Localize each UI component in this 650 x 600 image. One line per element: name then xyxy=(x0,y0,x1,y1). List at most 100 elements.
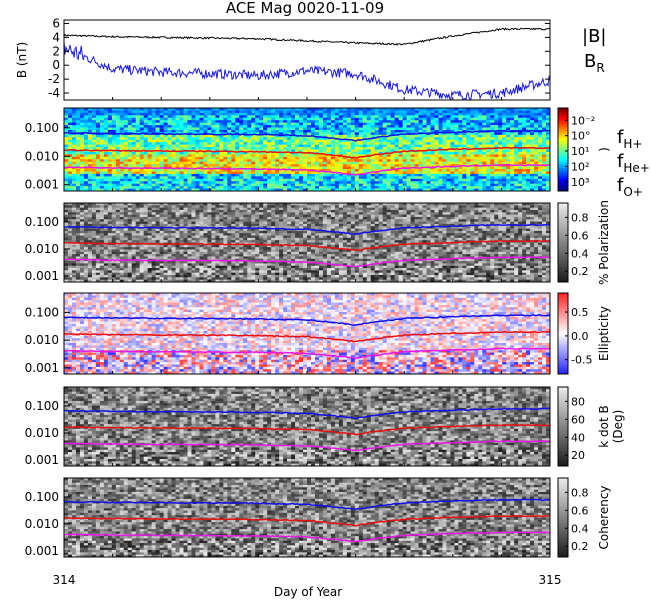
spectrogram-cell xyxy=(88,128,92,131)
spectrogram-cell xyxy=(104,215,108,218)
spectrogram-cell xyxy=(255,179,259,182)
spectrogram-cell xyxy=(319,154,323,157)
spectrogram-cell xyxy=(331,164,335,167)
spectrogram-cell xyxy=(180,181,184,184)
spectrogram-cell xyxy=(299,205,303,208)
spectrogram-cell xyxy=(450,145,454,148)
spectrogram-cell xyxy=(140,169,144,172)
spectrogram-cell xyxy=(371,142,375,145)
spectrogram-cell xyxy=(375,132,379,135)
spectrogram-cell xyxy=(120,147,124,150)
spectrogram-cell xyxy=(399,154,403,157)
spectrogram-cell xyxy=(399,174,403,177)
spectrogram-cell xyxy=(458,157,462,160)
spectrogram-cell xyxy=(530,135,534,138)
spectrogram-cell xyxy=(434,210,438,213)
spectrogram-cell xyxy=(64,135,68,138)
spectrogram-cell xyxy=(124,137,128,140)
spectrogram-cell xyxy=(419,169,423,172)
spectrogram-cell xyxy=(423,142,427,145)
spectrogram-cell xyxy=(283,125,287,128)
spectrogram-cell xyxy=(363,152,367,155)
spectrogram-cell xyxy=(383,174,387,177)
spectrogram-cell xyxy=(84,162,88,165)
spectrogram-cell xyxy=(287,205,291,208)
spectrogram-cell xyxy=(279,115,283,118)
spectrogram-cell xyxy=(522,176,526,179)
spectrogram-cell xyxy=(96,215,100,218)
spectrogram-cell xyxy=(375,125,379,128)
spectrogram-cell xyxy=(335,208,339,211)
spectrogram-cell xyxy=(160,113,164,116)
spectrogram-cell xyxy=(259,184,263,187)
spectrogram-cell xyxy=(283,205,287,208)
spectrogram-cell xyxy=(267,145,271,148)
spectrogram-cell xyxy=(538,132,542,135)
spectrogram-cell xyxy=(454,140,458,143)
spectrogram-cell xyxy=(462,167,466,170)
spectrogram-cell xyxy=(148,130,152,133)
spectrogram-cell xyxy=(446,120,450,123)
spectrogram-cell xyxy=(124,179,128,182)
spectrogram-cell xyxy=(339,150,343,153)
spectrogram-cell xyxy=(243,162,247,165)
spectrogram-cell xyxy=(446,152,450,155)
spectrogram-cell xyxy=(279,186,283,189)
spectrogram-cell xyxy=(530,186,534,189)
spectrogram-cell xyxy=(407,135,411,138)
spectrogram-cell xyxy=(263,125,267,128)
spectrogram-cell xyxy=(506,115,510,118)
spectrogram-cell xyxy=(434,110,438,113)
spectrogram-cell xyxy=(299,115,303,118)
spectrogram-cell xyxy=(494,113,498,116)
spectrogram-cell xyxy=(522,132,526,135)
spectrogram-cell xyxy=(498,132,502,135)
spectrogram-cell xyxy=(251,123,255,126)
spectrogram-cell xyxy=(148,110,152,113)
spectrogram-cell xyxy=(315,174,319,177)
spectrogram-cell xyxy=(387,115,391,118)
spectrogram-cell xyxy=(347,118,351,121)
spectrogram-cell xyxy=(458,128,462,131)
spectrogram-cell xyxy=(415,123,419,126)
spectrogram-cell xyxy=(259,147,263,150)
spectrogram-cell xyxy=(371,186,375,189)
spectrogram-cell xyxy=(172,125,176,128)
spectrogram-cell xyxy=(434,212,438,215)
y-tick-label: 6 xyxy=(52,16,60,30)
spectrogram-cell xyxy=(339,162,343,165)
spectrogram-cell xyxy=(271,186,275,189)
spectrogram-cell xyxy=(450,181,454,184)
spectrogram-cell xyxy=(243,120,247,123)
spectrogram-cell xyxy=(191,174,195,177)
spectrogram-cell xyxy=(522,171,526,174)
spectrogram-cell xyxy=(211,145,215,148)
spectrogram-cell xyxy=(168,215,172,218)
spectrogram-cell xyxy=(486,212,490,215)
spectrogram-cell xyxy=(391,184,395,187)
spectrogram-cell xyxy=(303,184,307,187)
spectrogram-cell xyxy=(458,135,462,138)
spectrogram-cell xyxy=(156,184,160,187)
spectrogram-cell xyxy=(80,186,84,189)
y-tick-label: 0.010 xyxy=(25,149,59,163)
spectrogram-cell xyxy=(506,212,510,215)
spectrogram-cell xyxy=(227,137,231,140)
spectrogram-cell xyxy=(454,184,458,187)
spectrogram-cell xyxy=(351,135,355,138)
spectrogram-cell xyxy=(168,186,172,189)
spectrogram-cell xyxy=(279,125,283,128)
spectrogram-cell xyxy=(104,142,108,145)
spectrogram-cell xyxy=(411,179,415,182)
spectrogram-cell xyxy=(187,215,191,218)
spectrogram-cell xyxy=(239,164,243,167)
spectrogram-cell xyxy=(180,179,184,182)
spectrogram-cell xyxy=(215,130,219,133)
spectrogram-cell xyxy=(144,113,148,116)
spectrogram-cell xyxy=(112,113,116,116)
spectrogram-cell xyxy=(215,142,219,145)
spectrogram-cell xyxy=(466,118,470,121)
spectrogram-cell xyxy=(291,110,295,113)
spectrogram-cell xyxy=(219,210,223,213)
spectrogram-cell xyxy=(514,162,518,165)
